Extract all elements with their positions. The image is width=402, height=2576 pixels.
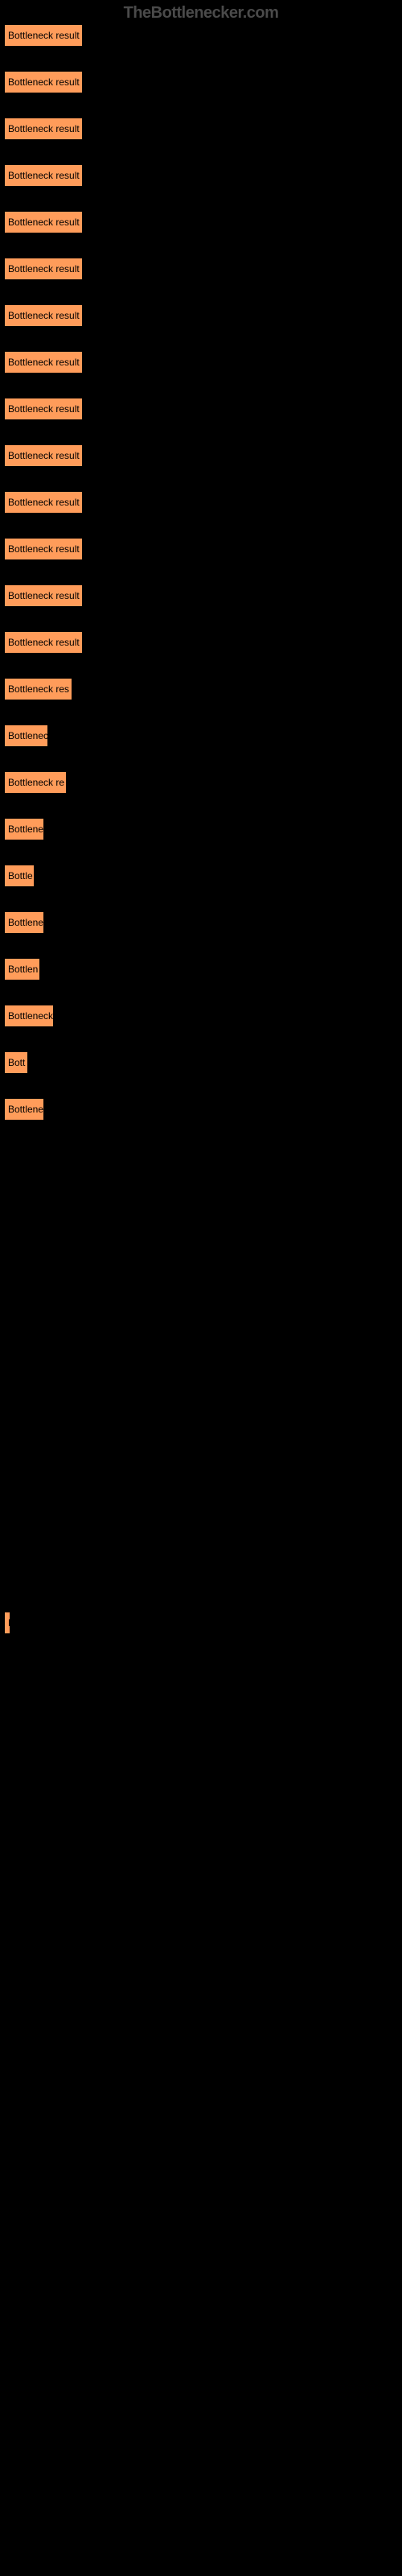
bar-label: Bottleneck result	[8, 357, 80, 368]
chart-bar: Bottleneck result	[4, 211, 83, 233]
bar-label: Bottleneck result	[8, 123, 80, 134]
bar-label: Bottlene	[8, 1104, 43, 1115]
bar-label: Bott	[8, 1057, 25, 1068]
bar-row: Bottleneck result	[4, 631, 402, 654]
chart-bar: Bottleneck re	[4, 771, 67, 794]
bar-label: Bottleneck result	[8, 637, 80, 648]
bar-row: Bottleneck res	[4, 678, 402, 700]
chart-bar: Bottlene	[4, 911, 44, 934]
chart-bar: Bottleneck result	[4, 491, 83, 514]
bar-label: Bottleneck result	[8, 543, 80, 555]
bar-row: Bottleneck result	[4, 24, 402, 47]
chart-bar: Bottlen	[4, 958, 40, 980]
bar-label: Bottleneck result	[8, 590, 80, 601]
bar-row: Bottleneck result	[4, 118, 402, 140]
chart-bar: Bottleneck res	[4, 678, 72, 700]
bar-label: Bottlen	[8, 964, 38, 975]
chart-bar: Bottle	[4, 865, 35, 887]
chart-bar: Bottleneck	[4, 1005, 54, 1027]
bar-row	[4, 1331, 402, 1354]
bar-row	[4, 1191, 402, 1214]
bar-label: Bottleneck result	[8, 450, 80, 461]
bar-label: Bottleneck result	[8, 310, 80, 321]
bar-label: Bottleneck	[8, 1010, 53, 1022]
chart-bar: Bottleneck result	[4, 118, 83, 140]
bar-row: Bottlen	[4, 958, 402, 980]
bar-row: Bottleneck result	[4, 491, 402, 514]
bar-row: Bottleneck result	[4, 258, 402, 280]
bar-row: B	[4, 1612, 402, 1634]
bar-label: Bottleneck result	[8, 263, 80, 275]
bar-row: Bottleneck result	[4, 164, 402, 187]
bar-label: Bottle	[8, 870, 33, 881]
bar-label: Bottleneck result	[8, 403, 80, 415]
bar-label: Bottleneck result	[8, 497, 80, 508]
bar-label: Bottleneck res	[8, 683, 69, 695]
bar-row: Bottle	[4, 865, 402, 887]
bar-row: Bottleneck result	[4, 304, 402, 327]
bar-row: Bottleneck result	[4, 71, 402, 93]
bar-row	[4, 1145, 402, 1167]
chart-bar: Bottleneck result	[4, 24, 83, 47]
bar-label: Bottleneck result	[8, 76, 80, 88]
bar-label: Bottlene	[8, 824, 43, 835]
bar-row: Bottlene	[4, 911, 402, 934]
bar-label: Bottlene	[8, 917, 43, 928]
bar-row: Bottleneck result	[4, 351, 402, 374]
chart-bar: Bottleneck result	[4, 538, 83, 560]
bar-row	[4, 1518, 402, 1541]
bar-row: Bottleneck result	[4, 444, 402, 467]
bar-row: Bottlene	[4, 1098, 402, 1121]
chart-bar: Bottleneck result	[4, 71, 83, 93]
chart-bar: Bottlene	[4, 1098, 44, 1121]
chart-bar: Bottleneck result	[4, 584, 83, 607]
chart-bar: Bottleneck result	[4, 258, 83, 280]
bar-row: Bottleneck re	[4, 771, 402, 794]
watermark-text: TheBottlenecker.com	[124, 4, 279, 23]
bar-row: Bottleneck result	[4, 538, 402, 560]
bar-row: Bottlene	[4, 818, 402, 840]
bar-row: Bottleneck result	[4, 211, 402, 233]
bar-label: Bottleneck result	[8, 30, 80, 41]
bar-row	[4, 1285, 402, 1307]
chart-bar: Bottlenec	[4, 724, 48, 747]
chart-bar: Bottleneck result	[4, 398, 83, 420]
bar-row	[4, 1425, 402, 1447]
bar-row: Bottleneck result	[4, 398, 402, 420]
chart-bar: Bottleneck result	[4, 444, 83, 467]
chart-bar: Bottleneck result	[4, 164, 83, 187]
bar-row	[4, 1238, 402, 1261]
chart-bar: B	[4, 1612, 10, 1634]
bar-row	[4, 1565, 402, 1587]
chart-bar: Bottleneck result	[4, 304, 83, 327]
chart-container: Bottleneck result Bottleneck result Bottle…	[0, 0, 402, 1634]
bar-row: Bottleneck result	[4, 584, 402, 607]
chart-bar: Bottleneck result	[4, 351, 83, 374]
bar-label: Bottleneck result	[8, 170, 80, 181]
bar-row: Bottlenec	[4, 724, 402, 747]
bar-row: Bottleneck	[4, 1005, 402, 1027]
bar-label: Bottlenec	[8, 730, 48, 741]
chart-bar: Bott	[4, 1051, 28, 1074]
chart-bar: Bottleneck result	[4, 631, 83, 654]
bar-row	[4, 1378, 402, 1401]
bar-label: Bottleneck result	[8, 217, 80, 228]
bar-row	[4, 1472, 402, 1494]
bar-label: Bottleneck re	[8, 777, 64, 788]
bar-row: Bott	[4, 1051, 402, 1074]
chart-bar: Bottlene	[4, 818, 44, 840]
bar-label: B	[8, 1617, 10, 1629]
